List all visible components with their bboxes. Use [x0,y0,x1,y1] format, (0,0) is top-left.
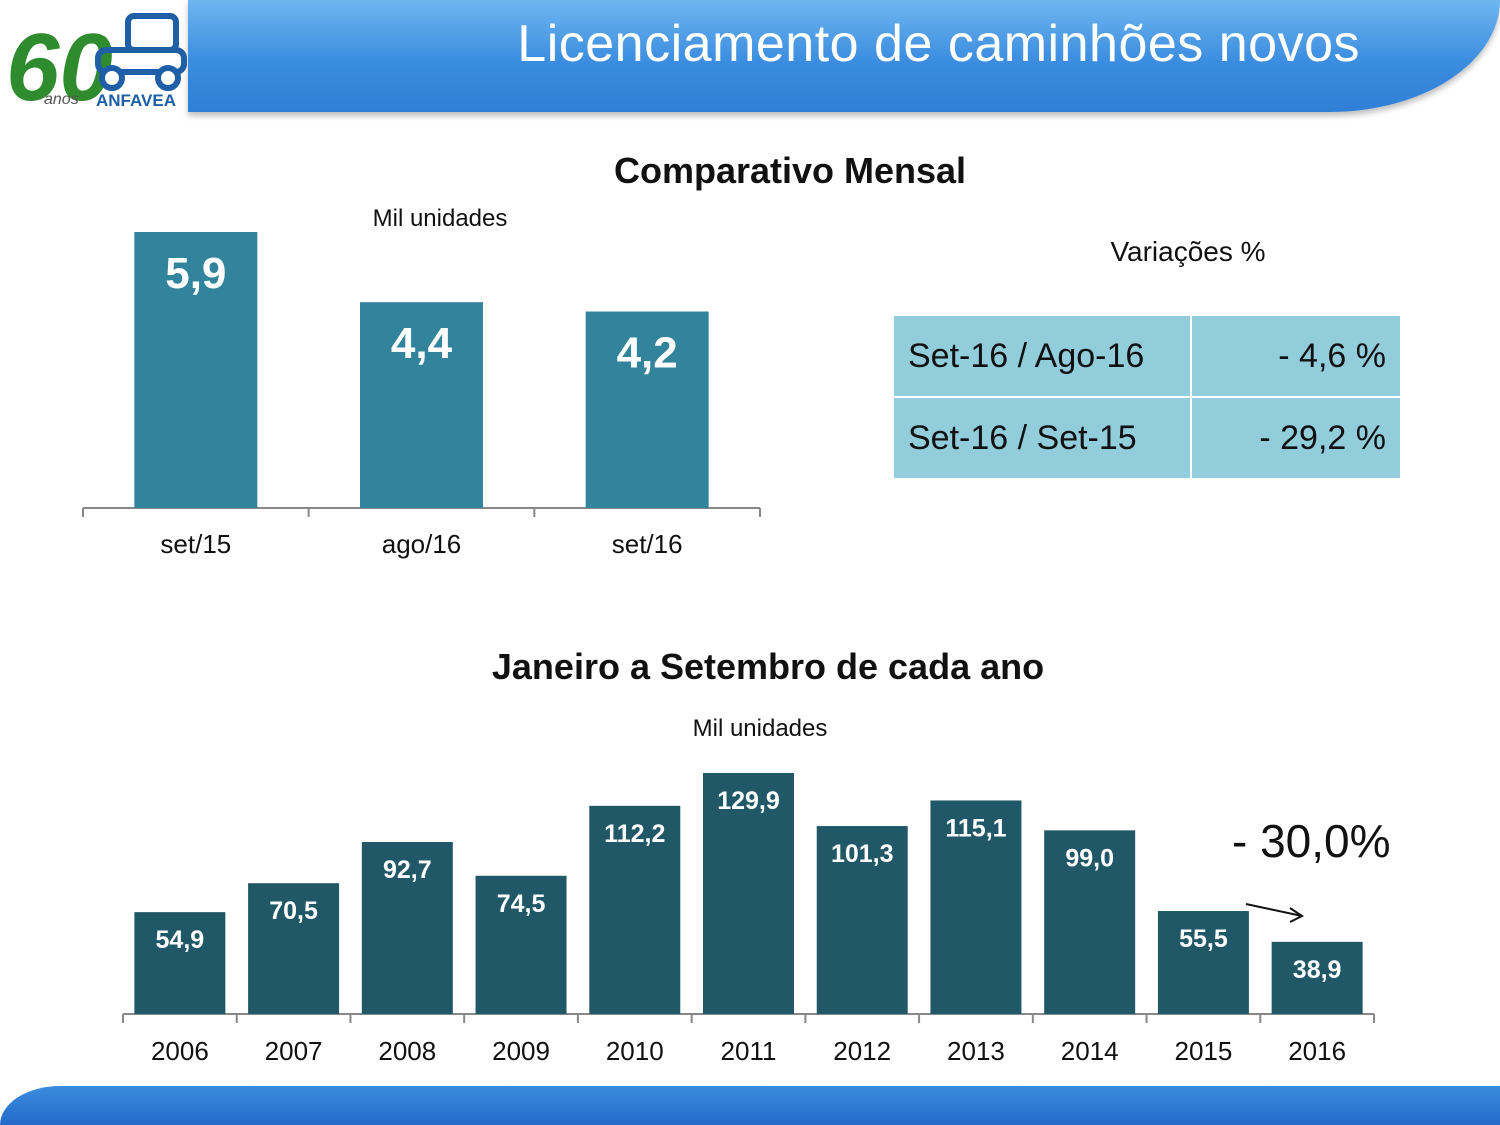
monthly-unit-label: Mil unidades [372,205,508,232]
bar-value-label: 70,5 [269,897,318,925]
bar-value-label: 115,1 [945,814,1006,842]
x-tick-label: 2015 [1174,1036,1232,1066]
bar [475,875,567,1014]
header-banner: Licenciamento de caminhões novos [188,0,1500,112]
bar-value-label: 4,2 [617,329,678,378]
bar [816,826,908,1014]
x-tick-label: 2012 [833,1036,891,1066]
x-tick-label: 2008 [378,1036,436,1066]
bar-value-label: 55,5 [1179,925,1228,953]
bar-value-label: 74,5 [497,890,546,918]
page-title: Licenciamento de caminhões novos [517,15,1360,73]
bar [134,912,226,1014]
truck-wheel-icon [99,65,125,91]
bar [1271,941,1363,1014]
bar [930,800,1022,1014]
footer-banner [0,1086,1500,1125]
bar-value-label: 5,9 [165,249,226,298]
bar [703,773,794,1014]
anfavea-logo: 60 anos ANFAVEA [0,0,188,121]
x-tick-label: set/16 [612,529,683,559]
bar [1157,911,1249,1014]
bar-value-label: 38,9 [1293,956,1342,984]
bar-value-label: 129,9 [717,787,780,815]
logo-graphic: 60 anos ANFAVEA [6,13,187,121]
arrow-icon [1245,903,1304,923]
table-row: Set-16 / Set-15 - 29,2 % [892,396,1402,480]
variations-table: Set-16 / Ago-16 - 4,6 % Set-16 / Set-15 … [892,314,1402,480]
variation-label: Set-16 / Set-15 [892,396,1192,480]
x-tick-label: 2016 [1288,1036,1346,1066]
bar-value-label: 99,0 [1065,844,1114,872]
x-tick-label: 2007 [265,1036,323,1066]
logo-subtext: anos [44,91,79,108]
bar [360,302,483,508]
x-tick-label: 2009 [492,1036,550,1066]
bar [589,805,681,1014]
variation-value: - 4,6 % [1190,314,1402,398]
bar [361,842,453,1014]
bar-value-label: 92,7 [383,856,432,884]
x-tick-label: 2006 [151,1036,209,1066]
change-annotation: - 30,0% [1232,815,1391,867]
annual-unit-label: Mil unidades [692,715,828,742]
bar [1044,830,1136,1014]
bar-value-label: 101,3 [831,840,894,868]
bar-value-label: 112,2 [604,820,665,848]
variation-label: Set-16 / Ago-16 [892,314,1192,398]
variations-title: Variações % [1110,236,1266,267]
bar [134,232,258,508]
annual-chart-title: Janeiro a Setembro de cada ano [491,646,1045,687]
x-tick-label: 2013 [947,1036,1005,1066]
truck-body-icon [95,47,187,75]
x-tick-label: ago/16 [382,529,462,559]
x-tick-label: 2014 [1061,1036,1119,1066]
x-tick-label: set/15 [160,529,231,559]
table-row: Set-16 / Ago-16 - 4,6 % [892,314,1402,398]
bar [585,311,709,508]
monthly-chart-title: Comparativo Mensal [613,150,967,191]
bar-value-label: 4,4 [391,319,453,368]
logo-number: 60 [6,14,113,120]
truck-wheel-icon [155,65,181,91]
variation-value: - 29,2 % [1190,396,1402,480]
x-tick-label: 2010 [606,1036,664,1066]
x-tick-label: 2011 [721,1036,777,1066]
bar-value-label: 54,9 [156,926,205,954]
logo-brand: ANFAVEA [96,91,176,110]
bar [248,883,340,1014]
